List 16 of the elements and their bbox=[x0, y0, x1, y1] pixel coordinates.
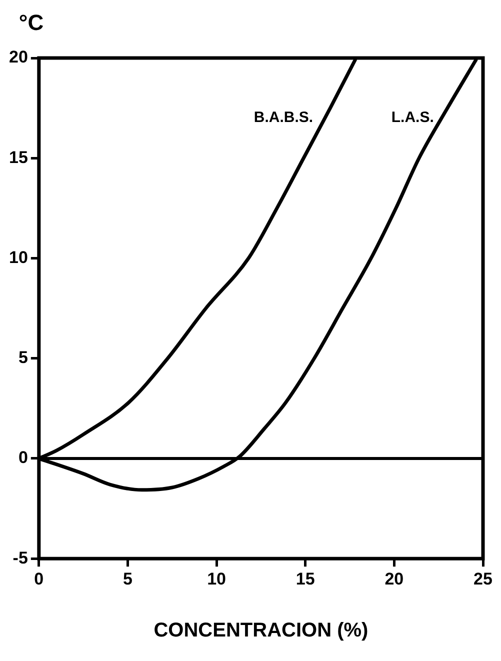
y-tick-label: 15 bbox=[8, 148, 28, 167]
y-tick-label: -5 bbox=[12, 548, 28, 568]
x-axis-title: CONCENTRACION (%) bbox=[154, 620, 368, 642]
x-tick-label: 10 bbox=[207, 569, 226, 588]
x-tick-label: 20 bbox=[384, 569, 404, 588]
series-label: B.A.B.S. bbox=[254, 109, 314, 126]
y-tick-label: 5 bbox=[18, 348, 28, 368]
x-tick-label: 15 bbox=[296, 569, 315, 588]
y-tick-label: 10 bbox=[8, 248, 28, 267]
series-label: L.A.S. bbox=[391, 109, 434, 126]
x-tick-label: 25 bbox=[474, 569, 492, 588]
y-axis-title: °C bbox=[18, 10, 44, 35]
y-tick-label: 20 bbox=[8, 48, 28, 67]
x-tick-label: 0 bbox=[34, 569, 44, 588]
y-tick-label: 0 bbox=[18, 448, 28, 468]
x-tick-label: 5 bbox=[122, 569, 132, 588]
